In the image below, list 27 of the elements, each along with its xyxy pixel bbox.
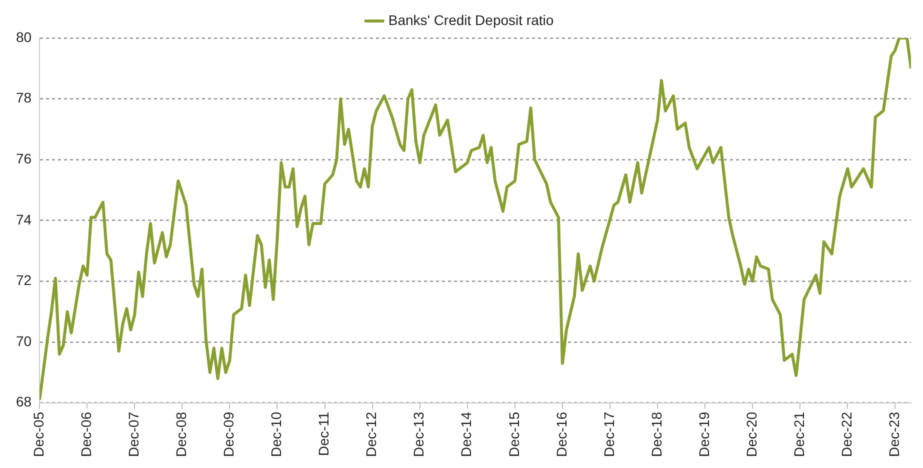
x-tick-label: Dec-15 [506,412,522,458]
y-tick-label: 72 [16,272,32,288]
y-tick-label: 68 [16,394,32,410]
x-tick-label: Dec-08 [173,412,190,458]
x-tick-label: Dec-07 [125,412,142,458]
y-tick-label: 74 [16,211,32,228]
x-tick-label: Dec-23 [886,412,902,458]
x-tick-label: Dec-14 [458,412,474,458]
y-tick-label: 76 [16,150,32,166]
x-tick-label: Dec-13 [410,412,427,458]
x-tick-label: Dec-10 [268,412,284,458]
x-tick-label: Dec-09 [220,412,237,458]
x-tick-label: Dec-21 [790,412,807,458]
x-tick-label: Dec-16 [553,412,570,458]
x-tick-label: Dec-12 [363,412,380,458]
legend-label: Banks' Credit Deposit ratio [388,12,554,28]
x-tick-label: Dec-06 [78,412,94,458]
x-tick-label: Dec-18 [648,412,664,458]
x-tick-label: Dec-17 [600,412,617,458]
y-tick-label: 78 [16,90,32,106]
x-tick-label: Dec-22 [838,412,854,458]
x-tick-label: Dec-19 [696,412,712,458]
x-tick-label: Dec-11 [316,412,332,456]
x-tick-label: Dec-20 [743,412,760,458]
y-tick-label: 80 [16,28,32,45]
x-tick-label: Dec-05 [30,412,46,458]
y-tick-label: 70 [16,332,32,349]
